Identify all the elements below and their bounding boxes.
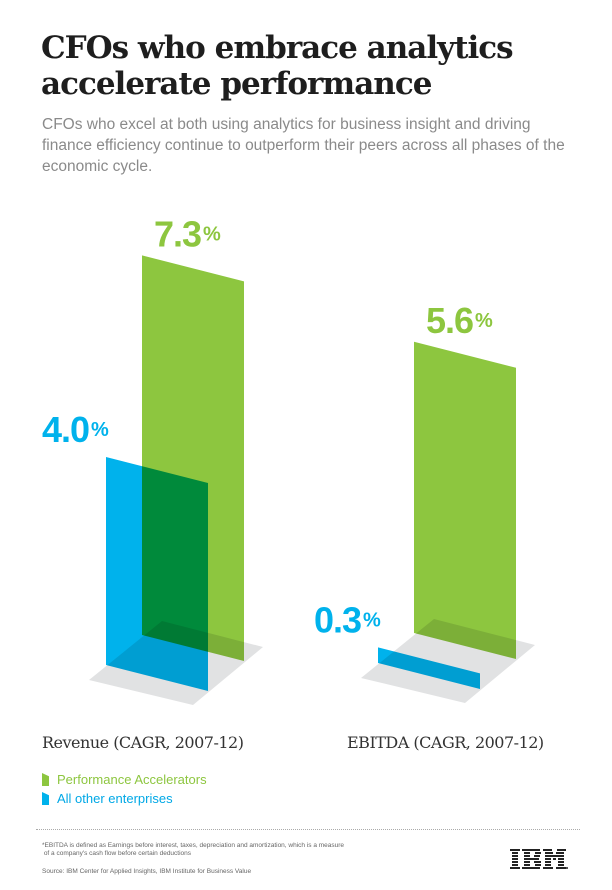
legend-swatch-green [42, 773, 49, 786]
data-label: 0.3% [314, 599, 381, 640]
subtitle: CFOs who excel at both using analytics f… [42, 116, 565, 175]
data-label: 5.6% [426, 300, 493, 341]
legend-label: All other enterprises [57, 791, 173, 806]
title-line-1: CFOs who embrace analytics [41, 30, 514, 66]
page-title: CFOs who embrace analytics accelerate per… [41, 30, 514, 102]
data-label-value: 5.6 [426, 300, 473, 341]
data-label-unit: % [475, 310, 493, 332]
footnote-line-1: *EBITDA is defined as Earnings before in… [42, 842, 345, 849]
data-label-unit: % [363, 609, 381, 631]
data-label-value: 7.3 [154, 213, 201, 254]
legend-label: Performance Accelerators [57, 772, 207, 787]
ibm-logo [510, 849, 568, 869]
divider [36, 829, 580, 830]
data-label-value: 4.0 [42, 409, 89, 450]
data-label-unit: % [203, 223, 221, 245]
category-label-revenue: Revenue (CAGR, 2007-12) [42, 733, 244, 752]
category-label-ebitda: EBITDA (CAGR, 2007-12) [347, 733, 544, 752]
footnote-line-2: of a company's cash flow before certain … [43, 850, 192, 857]
footnote: *EBITDA is defined as Earnings before in… [42, 842, 344, 858]
source: Source: IBM Center for Applied Insights,… [42, 868, 252, 875]
legend-item-accelerators: Performance Accelerators [42, 770, 207, 789]
data-label-unit: % [91, 419, 109, 441]
legend: Performance Accelerators All other enter… [42, 770, 207, 808]
data-label: 7.3% [154, 213, 221, 254]
legend-item-others: All other enterprises [42, 789, 207, 808]
data-label-value: 0.3 [314, 599, 361, 640]
bar-others-1 [378, 647, 480, 689]
title-line-2: accelerate performance [41, 66, 432, 102]
bar-others-0 [106, 457, 208, 691]
bar-accelerators-1 [414, 341, 516, 659]
data-label: 4.0% [42, 409, 109, 450]
legend-swatch-blue [42, 792, 49, 805]
